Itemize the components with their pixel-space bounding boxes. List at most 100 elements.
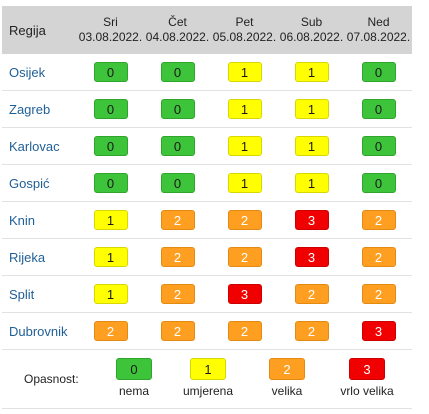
danger-legend: Opasnost: 0 nema 1 umjerena 2 velika 3 v… xyxy=(2,348,412,410)
danger-cell: 0 xyxy=(77,54,144,91)
danger-cell: 0 xyxy=(144,164,211,202)
table-row: Zagreb 0 0 1 1 0 xyxy=(2,90,412,128)
danger-cell: 1 xyxy=(211,90,278,128)
danger-cell: 3 xyxy=(278,201,345,239)
danger-badge: 1 xyxy=(227,62,262,82)
danger-cell: 2 xyxy=(345,201,412,239)
danger-badge: 2 xyxy=(227,247,262,267)
region-link[interactable]: Gospić xyxy=(2,164,77,202)
danger-cell: 0 xyxy=(345,90,412,128)
danger-badge: 2 xyxy=(361,210,396,230)
danger-cell: 1 xyxy=(278,164,345,202)
day-header: Ned 07.08.2022. xyxy=(345,6,412,54)
danger-badge: 2 xyxy=(227,321,262,341)
day-name: Sub xyxy=(300,15,323,29)
danger-cell: 2 xyxy=(144,312,211,350)
danger-badge: 0 xyxy=(93,99,128,119)
legend-item: 0 nema xyxy=(94,358,174,398)
danger-cell: 2 xyxy=(144,275,211,313)
header-row: Regija Sri 03.08.2022. Čet 04.08.2022. Pet… xyxy=(2,6,412,54)
table-row: Gospić 0 0 1 1 0 xyxy=(2,164,412,202)
danger-cell: 2 xyxy=(278,275,345,313)
day-date: 06.08.2022. xyxy=(279,30,344,44)
day-date: 07.08.2022. xyxy=(346,30,411,44)
danger-badge: 0 xyxy=(361,99,396,119)
day-header: Sri 03.08.2022. xyxy=(77,6,144,54)
danger-cell: 1 xyxy=(211,54,278,91)
danger-cell: 0 xyxy=(77,90,144,128)
danger-cell: 3 xyxy=(211,275,278,313)
danger-badge: 2 xyxy=(160,321,195,341)
danger-badge: 1 xyxy=(93,284,128,304)
danger-badge: 2 xyxy=(294,284,329,304)
danger-badge: 3 xyxy=(361,321,396,341)
danger-badge: 0 xyxy=(93,62,128,82)
legend-text: nema xyxy=(118,384,150,398)
legend-badge: 2 xyxy=(269,358,305,380)
day-name: Pet xyxy=(235,15,254,29)
danger-cell: 2 xyxy=(144,238,211,276)
danger-cell: 0 xyxy=(345,54,412,91)
region-link[interactable]: Split xyxy=(2,275,77,313)
danger-badge: 0 xyxy=(93,136,128,156)
danger-cell: 2 xyxy=(211,238,278,276)
danger-badge: 3 xyxy=(294,210,329,230)
danger-badge: 0 xyxy=(361,173,396,193)
table-row: Dubrovnik 2 2 2 2 3 xyxy=(2,312,412,350)
region-column-header: Regija xyxy=(2,6,77,54)
danger-badge: 2 xyxy=(227,210,262,230)
danger-badge: 2 xyxy=(294,321,329,341)
region-link[interactable]: Karlovac xyxy=(2,127,77,165)
danger-cell: 1 xyxy=(77,201,144,239)
danger-badge: 0 xyxy=(160,173,195,193)
legend-label: Opasnost: xyxy=(24,372,79,386)
danger-cell: 1 xyxy=(278,90,345,128)
region-link[interactable]: Knin xyxy=(2,201,77,239)
danger-badge: 2 xyxy=(160,210,195,230)
danger-cell: 0 xyxy=(77,164,144,202)
table-row: Rijeka 1 2 2 3 2 xyxy=(2,238,412,276)
danger-cell: 2 xyxy=(211,312,278,350)
danger-badge: 1 xyxy=(93,210,128,230)
region-link[interactable]: Dubrovnik xyxy=(2,312,77,350)
day-date: 04.08.2022. xyxy=(145,30,210,44)
day-header: Čet 04.08.2022. xyxy=(144,6,211,54)
danger-cell: 2 xyxy=(144,201,211,239)
danger-badge: 1 xyxy=(294,99,329,119)
danger-cell: 1 xyxy=(211,127,278,165)
divider xyxy=(2,408,412,409)
legend-badge: 0 xyxy=(116,358,152,380)
legend-text: velika xyxy=(271,384,303,398)
legend-text: vrlo velika xyxy=(340,384,394,398)
day-header: Sub 06.08.2022. xyxy=(278,6,345,54)
danger-badge: 2 xyxy=(361,247,396,267)
danger-cell: 2 xyxy=(77,312,144,350)
danger-cell: 1 xyxy=(211,164,278,202)
danger-badge: 1 xyxy=(227,173,262,193)
danger-cell: 2 xyxy=(278,312,345,350)
danger-cell: 1 xyxy=(77,275,144,313)
day-date: 03.08.2022. xyxy=(78,30,143,44)
danger-badge: 1 xyxy=(227,99,262,119)
table-row: Osijek 0 0 1 1 0 xyxy=(2,54,412,91)
danger-cell: 2 xyxy=(345,238,412,276)
day-name: Čet xyxy=(168,15,187,29)
danger-badge: 0 xyxy=(361,136,396,156)
region-link[interactable]: Rijeka xyxy=(2,238,77,276)
danger-badge: 1 xyxy=(294,62,329,82)
day-name: Ned xyxy=(367,15,390,29)
danger-badge: 2 xyxy=(160,247,195,267)
table-row: Karlovac 0 0 1 1 0 xyxy=(2,127,412,165)
danger-cell: 2 xyxy=(211,201,278,239)
legend-text: umjerena xyxy=(182,384,234,398)
day-date: 05.08.2022. xyxy=(212,30,277,44)
danger-cell: 0 xyxy=(144,54,211,91)
danger-badge: 0 xyxy=(160,99,195,119)
danger-cell: 3 xyxy=(278,238,345,276)
danger-cell: 0 xyxy=(345,127,412,165)
region-link[interactable]: Zagreb xyxy=(2,90,77,128)
danger-badge: 0 xyxy=(361,62,396,82)
day-name: Sri xyxy=(103,15,118,29)
danger-cell: 1 xyxy=(278,54,345,91)
region-link[interactable]: Osijek xyxy=(2,54,77,91)
